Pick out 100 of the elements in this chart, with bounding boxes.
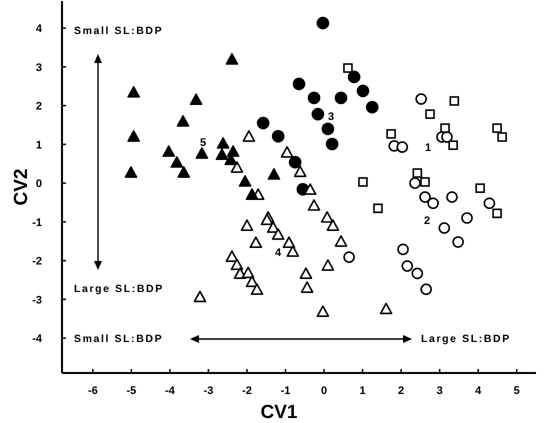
point xyxy=(334,92,348,104)
point xyxy=(226,53,238,65)
point xyxy=(260,214,274,226)
point xyxy=(294,165,306,178)
point xyxy=(427,197,439,210)
point xyxy=(358,177,368,187)
point xyxy=(415,93,427,105)
point xyxy=(196,147,208,159)
point xyxy=(343,251,355,263)
point xyxy=(282,236,296,248)
point xyxy=(308,92,320,104)
point xyxy=(230,161,244,173)
point xyxy=(450,96,460,106)
x-axis-title: CV1 xyxy=(260,402,298,423)
point xyxy=(322,259,334,271)
point xyxy=(246,276,258,288)
y-tick-label: -3 xyxy=(32,294,42,306)
point xyxy=(380,302,392,314)
point xyxy=(401,260,414,272)
point xyxy=(300,267,312,279)
point xyxy=(246,188,258,200)
point xyxy=(334,235,348,247)
point xyxy=(288,156,302,168)
point xyxy=(242,266,254,278)
x-tick-label: 2 xyxy=(398,385,404,397)
point xyxy=(420,284,432,296)
point xyxy=(177,166,190,178)
point xyxy=(320,211,334,223)
annotation: 3 xyxy=(328,111,334,123)
point xyxy=(250,236,262,248)
point xyxy=(216,148,228,160)
point xyxy=(256,116,270,130)
point xyxy=(316,305,330,317)
point xyxy=(230,258,244,270)
point xyxy=(272,130,284,143)
x-tick-label: 0 xyxy=(320,385,328,397)
y-tick-label: 4 xyxy=(36,23,43,36)
point xyxy=(492,208,502,218)
point xyxy=(190,93,202,105)
point xyxy=(322,122,334,136)
y-tick-label: -2 xyxy=(32,256,42,268)
y-tick-label: -4 xyxy=(32,333,43,346)
point xyxy=(373,204,383,214)
annotation: 5 xyxy=(200,137,206,149)
point xyxy=(438,222,450,234)
y-tick-label: 3 xyxy=(36,62,42,74)
point xyxy=(292,78,306,90)
annotation: 4 xyxy=(274,247,282,259)
point xyxy=(170,156,184,168)
point xyxy=(240,219,254,231)
point xyxy=(326,219,340,231)
x-tick-label: -2 xyxy=(242,385,252,397)
point xyxy=(238,175,252,187)
point xyxy=(162,145,176,157)
point xyxy=(300,281,314,293)
point xyxy=(386,129,396,139)
point xyxy=(366,100,379,114)
point xyxy=(492,123,502,133)
point xyxy=(226,250,238,262)
point xyxy=(356,84,370,98)
point xyxy=(441,131,453,143)
x-tick-label: 4 xyxy=(475,385,482,397)
y-axis-title: CV2 xyxy=(11,168,32,206)
point xyxy=(316,16,330,30)
point xyxy=(312,108,324,120)
point xyxy=(176,115,190,127)
point xyxy=(484,197,496,210)
point xyxy=(412,168,422,178)
point xyxy=(272,228,284,240)
point xyxy=(124,166,138,178)
y-tick-label: -1 xyxy=(32,216,42,229)
x-tick-label: 5 xyxy=(514,385,520,397)
point xyxy=(242,130,256,142)
point xyxy=(446,191,458,203)
point xyxy=(280,146,294,158)
annotation: 2 xyxy=(424,215,430,227)
point xyxy=(216,137,230,149)
point xyxy=(420,177,430,187)
annotation: Small SL:BDP xyxy=(74,25,164,37)
point xyxy=(419,191,431,203)
x-tick-label: -1 xyxy=(280,385,290,397)
x-tick-label: -3 xyxy=(204,385,214,397)
point xyxy=(127,86,140,98)
point xyxy=(452,236,464,248)
y-tick-label: 0 xyxy=(36,178,42,190)
point xyxy=(448,140,458,150)
x-tick-label: 1 xyxy=(360,385,366,397)
annotation: 1 xyxy=(424,142,432,154)
x-tick-label: -4 xyxy=(165,385,176,397)
point xyxy=(343,63,353,73)
point xyxy=(127,130,140,142)
x-tick-label: 3 xyxy=(436,385,443,397)
point xyxy=(250,283,264,295)
point xyxy=(397,244,409,256)
point xyxy=(308,199,320,211)
x-tick-label: -6 xyxy=(88,385,98,397)
point xyxy=(412,268,424,280)
point xyxy=(286,245,300,257)
point xyxy=(475,183,485,193)
y-tick-label: 2 xyxy=(36,100,42,113)
